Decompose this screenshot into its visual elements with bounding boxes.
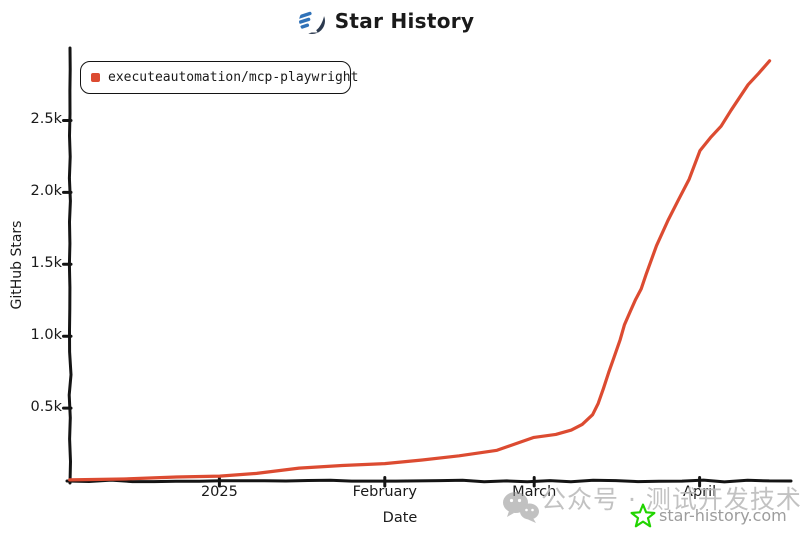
star-history-logo-icon xyxy=(298,8,325,34)
star-history-site-text: star-history.com xyxy=(659,506,787,525)
y-tick-label: 1.5k xyxy=(30,254,62,271)
y-tick-label: 0.5k xyxy=(30,398,62,415)
x-tick-label: 2025 xyxy=(200,484,238,500)
x-axis-line xyxy=(65,478,793,484)
y-tick-label: 2.0k xyxy=(30,182,62,199)
x-tick-label: April xyxy=(683,484,717,500)
header: Star History xyxy=(0,7,786,35)
wechat-watermark-text: 公众号 · 测试开发技术 xyxy=(541,485,800,514)
star-history-star-icon xyxy=(630,503,656,528)
x-tick-label: February xyxy=(352,484,417,500)
series-marker-icon xyxy=(91,73,100,82)
y-tick-label: 2.5k xyxy=(30,110,62,127)
x-axis-title: Date xyxy=(382,510,418,526)
legend-series-label: executeautomation/mcp-playwright xyxy=(108,70,359,85)
page-title: Star History xyxy=(334,9,475,33)
series-line-mcp-playwright xyxy=(68,59,772,482)
y-tick-label: 1.0k xyxy=(30,326,62,343)
legend-item-mcp-playwright[interactable]: executeautomation/mcp-playwright xyxy=(80,61,358,94)
y-axis-title: GitHub Stars xyxy=(9,220,25,310)
wechat-icon xyxy=(503,492,539,523)
